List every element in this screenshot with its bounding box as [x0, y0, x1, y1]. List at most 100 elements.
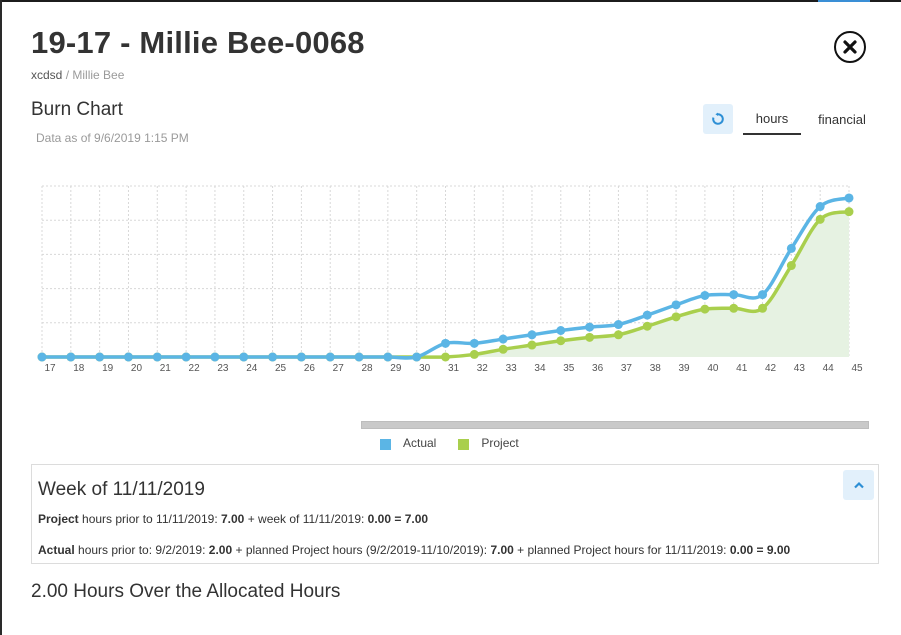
x-tick-label: 38 — [650, 363, 662, 374]
data-point-project — [469, 349, 479, 359]
x-tick-label: 25 — [275, 363, 287, 374]
x-tick-label: 21 — [160, 363, 172, 374]
project-text-2: + week of 11/11/2019: — [244, 512, 368, 526]
chart-range-scrollbar[interactable] — [361, 421, 869, 429]
legend-label-actual: Actual — [403, 436, 437, 450]
data-point-project — [729, 303, 739, 313]
project-value-2: 0.00 = 7.00 — [367, 512, 429, 526]
data-point-actual — [671, 300, 681, 310]
x-tick-label: 31 — [448, 363, 460, 374]
page-title: 19-17 - Millie Bee-0068 — [31, 25, 365, 60]
data-point-actual — [498, 334, 508, 344]
x-tick-label: 17 — [44, 363, 56, 374]
x-tick-label: 22 — [189, 363, 201, 374]
x-tick-label: 23 — [217, 363, 229, 374]
data-point-actual — [844, 193, 854, 203]
project-label: Project — [38, 512, 79, 526]
actual-value-2: 7.00 — [490, 543, 514, 557]
x-tick-label: 40 — [707, 363, 719, 374]
legend-swatch-project — [458, 439, 470, 450]
actual-value-1: 2.00 — [208, 543, 233, 557]
legend-label-project: Project — [481, 436, 519, 450]
data-point-actual — [585, 322, 595, 332]
legend-item-project[interactable]: Project — [458, 436, 519, 450]
x-tick-label: 44 — [823, 363, 835, 374]
data-point-project — [441, 352, 450, 362]
actual-label: Actual — [38, 543, 75, 557]
actual-text-2: + planned Project hours (9/2/2019-11/10/… — [232, 543, 491, 557]
data-point-actual — [469, 338, 479, 348]
close-icon — [843, 40, 857, 54]
week-title: Week of 11/11/2019 — [38, 479, 205, 500]
data-point-actual — [239, 352, 249, 362]
data-point-project — [671, 312, 681, 322]
x-tick-label: 30 — [419, 363, 431, 374]
data-point-project — [758, 303, 768, 313]
x-tick-label: 20 — [131, 363, 143, 374]
week-summary-panel: Week of 11/11/2019 Project hours prior t… — [31, 464, 879, 564]
tab-hours[interactable]: hours — [743, 104, 801, 135]
data-point-actual — [527, 330, 537, 340]
data-point-actual — [729, 290, 739, 300]
x-tick-label: 28 — [361, 363, 373, 374]
data-point-actual — [383, 352, 393, 362]
data-point-actual — [325, 352, 335, 362]
window-top-border — [0, 0, 901, 2]
actual-hours-line: Actual hours prior to: 9/2/2019: 2.00 + … — [38, 543, 790, 557]
tab-financial[interactable]: financial — [818, 112, 866, 127]
project-hours-line: Project hours prior to 11/11/2019: 7.00 … — [38, 512, 428, 526]
x-tick-label: 39 — [679, 363, 691, 374]
x-tick-label: 24 — [246, 363, 258, 374]
x-tick-label: 27 — [333, 363, 345, 374]
breadcrumb-separator: / — [62, 68, 73, 82]
data-point-actual — [354, 352, 364, 362]
data-point-actual — [66, 352, 76, 362]
actual-value-3: 0.00 = 9.00 — [729, 543, 791, 557]
data-point-project — [613, 330, 623, 340]
x-tick-label: 36 — [592, 363, 604, 374]
chevron-up-icon — [853, 481, 864, 489]
data-point-actual — [815, 202, 825, 212]
close-button[interactable] — [834, 31, 866, 63]
data-point-project — [585, 332, 595, 342]
data-point-actual — [642, 310, 652, 320]
x-tick-label: 37 — [621, 363, 633, 374]
data-point-project — [498, 344, 508, 354]
x-tick-label: 42 — [765, 363, 777, 374]
window-top-accent — [818, 0, 870, 2]
x-tick-label: 43 — [794, 363, 806, 374]
data-point-actual — [181, 352, 191, 362]
x-tick-label: 19 — [102, 363, 114, 374]
project-text-1: hours prior to 11/11/2019: — [78, 512, 221, 526]
burn-chart-title: Burn Chart — [31, 99, 123, 120]
refresh-button[interactable] — [703, 104, 733, 134]
data-point-actual — [700, 290, 710, 300]
x-tick-label: 35 — [563, 363, 575, 374]
data-point-actual — [441, 338, 450, 348]
data-point-actual — [786, 243, 796, 253]
data-point-actual — [37, 352, 47, 362]
data-point-project — [815, 214, 825, 224]
actual-text-3: + planned Project hours for 11/11/2019: — [513, 543, 730, 557]
data-point-project — [556, 336, 566, 346]
data-point-actual — [152, 352, 162, 362]
x-tick-label: 34 — [534, 363, 546, 374]
window-left-border — [0, 0, 2, 635]
data-point-actual — [412, 352, 422, 362]
x-tick-label: 33 — [506, 363, 518, 374]
x-tick-label: 18 — [73, 363, 85, 374]
breadcrumb: xcdsd / Millie Bee — [31, 68, 124, 82]
x-tick-label: 32 — [477, 363, 489, 374]
data-point-actual — [123, 352, 133, 362]
collapse-button[interactable] — [843, 470, 874, 500]
data-point-actual — [758, 290, 768, 300]
legend-item-actual[interactable]: Actual — [380, 436, 436, 450]
actual-text-1: hours prior to: 9/2/2019: — [74, 543, 209, 557]
series-area-project — [42, 211, 849, 358]
breadcrumb-root[interactable]: xcdsd — [31, 68, 63, 82]
x-tick-label: 29 — [390, 363, 402, 374]
data-point-actual — [296, 352, 306, 362]
legend-swatch-actual — [380, 439, 391, 450]
data-point-actual — [613, 320, 623, 330]
data-point-project — [700, 304, 710, 314]
